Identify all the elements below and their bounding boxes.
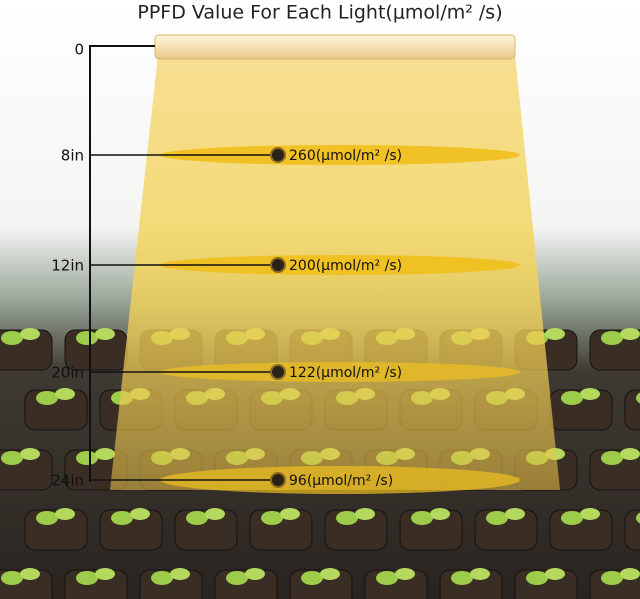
leaf — [245, 568, 265, 580]
leaf — [470, 568, 490, 580]
measure-dot — [270, 257, 286, 273]
leaf — [430, 508, 450, 520]
grow-light — [154, 34, 516, 60]
leaf — [620, 448, 640, 460]
leaf — [301, 571, 323, 585]
distance-label: 8in — [61, 147, 84, 165]
leaf — [20, 568, 40, 580]
light-ring — [160, 362, 520, 382]
leaf — [205, 508, 225, 520]
leaf — [451, 571, 473, 585]
leaf — [486, 511, 508, 525]
leaf — [526, 571, 548, 585]
leaf — [186, 511, 208, 525]
leaf — [95, 328, 115, 340]
leaf — [95, 568, 115, 580]
leaf — [55, 388, 75, 400]
title: PPFD Value For Each Light(μmol/m² /s) — [137, 2, 502, 24]
tray-cell — [624, 389, 640, 431]
ppfd-value: 200(μmol/m² /s) — [289, 258, 402, 274]
leaf — [545, 328, 565, 340]
ppfd-value: 122(μmol/m² /s) — [289, 365, 402, 381]
light-ring — [160, 255, 520, 275]
light-ring — [160, 145, 520, 165]
distance-label: 24in — [51, 472, 84, 490]
leaf — [1, 571, 23, 585]
leaf — [601, 331, 623, 345]
leaf — [55, 508, 75, 520]
leaf — [376, 571, 398, 585]
ppfd-value: 260(μmol/m² /s) — [289, 148, 402, 164]
leaf — [261, 511, 283, 525]
leaf — [76, 571, 98, 585]
leaf — [1, 331, 23, 345]
leaf — [76, 451, 98, 465]
leaf — [355, 508, 375, 520]
leaf — [395, 568, 415, 580]
light-ring — [160, 466, 520, 494]
leaf — [130, 508, 150, 520]
distance-label: 0 — [74, 41, 84, 59]
distance-label: 12in — [51, 257, 84, 275]
leaf — [280, 508, 300, 520]
distance-label: 20in — [51, 364, 84, 382]
leaf — [636, 392, 640, 404]
measure-dot — [270, 364, 286, 380]
leaf — [1, 451, 23, 465]
leaf — [601, 451, 623, 465]
leaf — [580, 508, 600, 520]
ppfd-value: 96(μmol/m² /s) — [289, 473, 393, 489]
tray-cell — [624, 509, 640, 551]
leaf — [170, 568, 190, 580]
leaf — [95, 448, 115, 460]
leaf — [76, 331, 98, 345]
leaf — [545, 568, 565, 580]
leaf — [151, 571, 173, 585]
leaf — [505, 508, 525, 520]
leaf — [601, 571, 623, 585]
leaf — [36, 391, 58, 405]
leaf — [336, 511, 358, 525]
leaf — [20, 328, 40, 340]
leaf — [561, 511, 583, 525]
leaf — [620, 568, 640, 580]
leaf — [36, 511, 58, 525]
measure-dot — [270, 472, 286, 488]
leaf — [561, 391, 583, 405]
leaf — [580, 388, 600, 400]
measure-dot — [270, 147, 286, 163]
leaf — [411, 511, 433, 525]
leaf — [226, 571, 248, 585]
leaf — [620, 328, 640, 340]
leaf — [636, 512, 640, 524]
leaf — [320, 568, 340, 580]
leaf — [111, 511, 133, 525]
leaf — [20, 448, 40, 460]
